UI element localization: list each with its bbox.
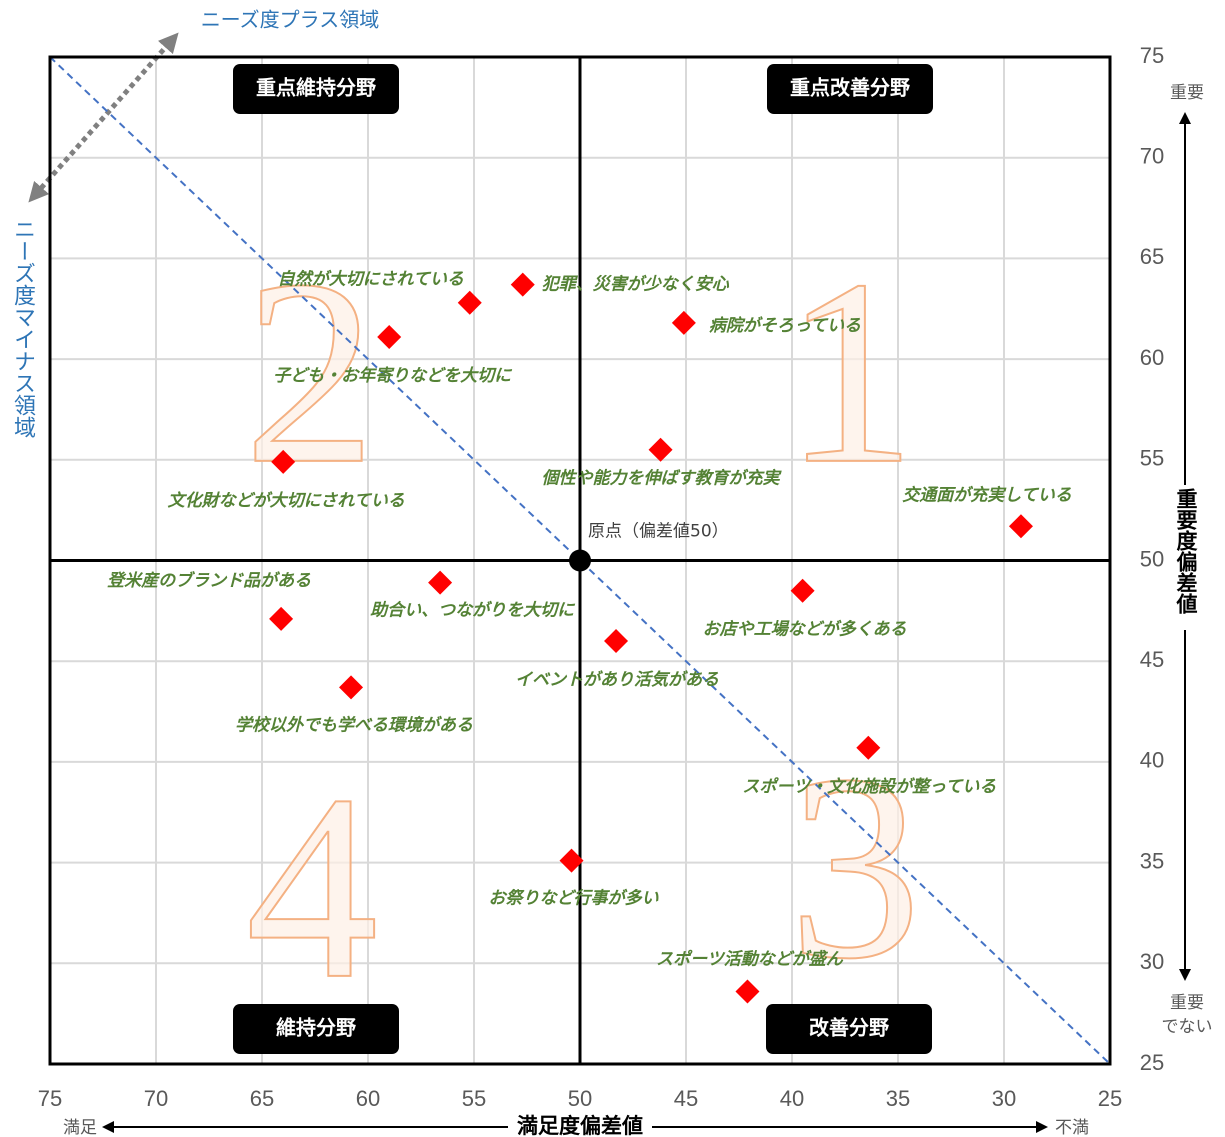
quadrant-label: 改善分野 — [809, 1016, 889, 1040]
x-tick-label: 60 — [356, 1086, 380, 1111]
point-label: 交通面が充実している — [902, 485, 1072, 505]
point-label: 自然が大切にされている — [278, 270, 464, 290]
x-tick-label: 25 — [1098, 1086, 1122, 1111]
point — [648, 437, 673, 462]
quadrant-number: 2 — [244, 226, 377, 519]
y-tick-label: 35 — [1140, 848, 1164, 873]
plot-frame — [48, 55, 1112, 1066]
point — [790, 578, 815, 603]
quadrant-number: 4 — [246, 741, 379, 1034]
point-label: 犯罪、災害が少なく安心 — [542, 275, 730, 295]
x-tick-label: 45 — [674, 1086, 698, 1111]
y-label-bg — [1172, 485, 1198, 630]
x-tick-label: 65 — [250, 1086, 274, 1111]
quadrant-label: 重点改善分野 — [790, 76, 910, 100]
quadrant-number: 3 — [789, 721, 922, 1014]
x-tick-label: 35 — [886, 1086, 910, 1111]
quadrant-box — [233, 64, 399, 114]
x-low-label: 不満 — [1055, 1118, 1089, 1137]
y-tick-label: 70 — [1140, 144, 1164, 169]
y-tick-label: 45 — [1140, 647, 1164, 672]
quadrant-label: 維持分野 — [276, 1016, 356, 1040]
y-tick-label: 50 — [1140, 546, 1164, 571]
point — [1008, 514, 1033, 539]
point — [559, 848, 584, 873]
x-tick-label: 55 — [462, 1086, 486, 1111]
point-label: 登米産のブランド品がある — [107, 571, 311, 591]
point — [428, 570, 453, 595]
x-tick-label: 50 — [568, 1086, 592, 1111]
y-tick-label: 30 — [1140, 949, 1164, 974]
x-tick-label: 40 — [780, 1086, 804, 1111]
point-label: お祭りなど行事が多い — [489, 889, 660, 909]
point-label: スポーツ活動などが盛ん — [656, 949, 844, 969]
point — [377, 324, 402, 349]
point-label: 病院がそろっている — [709, 316, 861, 336]
point-label: 助合い、つながりを大切に — [370, 601, 576, 621]
x-axis-label: 満足度偏差値 — [517, 1114, 643, 1137]
plus-region-label: ニーズ度プラス領域 — [201, 8, 380, 32]
point-label: イベントがあり活気がある — [515, 670, 719, 690]
needs-arrow — [28, 32, 179, 203]
point — [269, 606, 294, 631]
point-label: 個性や能力を伸ばす教育が充実 — [542, 469, 783, 489]
point — [271, 449, 296, 474]
point-label: 子ども・お年寄りなどを大切に — [273, 366, 513, 386]
point — [510, 272, 535, 297]
point — [604, 629, 629, 654]
y-tick-label: 60 — [1140, 345, 1164, 370]
y-high-label: 重要 — [1170, 83, 1204, 103]
origin-label: 原点（偏差値50） — [588, 522, 729, 542]
point — [339, 675, 364, 700]
point-label: スポーツ・文化施設が整っている — [742, 777, 996, 797]
y-tick-label: 55 — [1140, 446, 1164, 471]
x-label-bg — [508, 1115, 652, 1137]
y-low-label: でない — [1162, 1017, 1213, 1037]
y-low-label: 重要 — [1170, 993, 1204, 1013]
y-axis-label: 重要度偏差値 — [1174, 488, 1199, 614]
y-tick-label: 40 — [1140, 748, 1164, 773]
x-tick-label: 30 — [992, 1086, 1016, 1111]
x-tick-label: 70 — [144, 1086, 168, 1111]
quadrant-box — [767, 64, 933, 114]
point — [671, 310, 696, 335]
point-label: 文化財などが大切にされている — [168, 491, 405, 511]
point — [856, 735, 881, 760]
diagonal — [49, 56, 1111, 1065]
point-label: お店や工場などが多くある — [703, 620, 907, 640]
quadrant-label: 重点維持分野 — [256, 76, 376, 100]
y-tick-label: 65 — [1140, 244, 1164, 269]
point-label: 学校以外でも学べる環境がある — [235, 715, 473, 735]
point — [457, 290, 482, 315]
y-tick-label: 75 — [1140, 43, 1164, 68]
quadrant-box — [233, 1004, 399, 1054]
quadrant-box — [766, 1004, 932, 1054]
x-tick-label: 75 — [38, 1086, 62, 1111]
x-high-label: 満足 — [63, 1118, 97, 1137]
y-tick-label: 25 — [1140, 1050, 1164, 1075]
origin-point — [569, 549, 591, 572]
minus-region-label: ニーズ度マイナス領域 — [10, 218, 36, 438]
quadrant-number: 1 — [784, 226, 917, 519]
point — [735, 979, 760, 1004]
